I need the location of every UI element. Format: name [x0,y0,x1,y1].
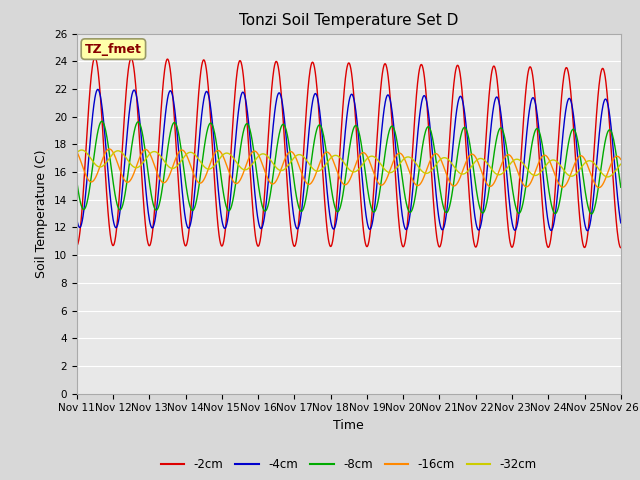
Legend: -2cm, -4cm, -8cm, -16cm, -32cm: -2cm, -4cm, -8cm, -16cm, -32cm [156,454,541,476]
X-axis label: Time: Time [333,419,364,432]
Title: Tonzi Soil Temperature Set D: Tonzi Soil Temperature Set D [239,13,458,28]
Text: TZ_fmet: TZ_fmet [85,43,142,56]
Y-axis label: Soil Temperature (C): Soil Temperature (C) [35,149,48,278]
